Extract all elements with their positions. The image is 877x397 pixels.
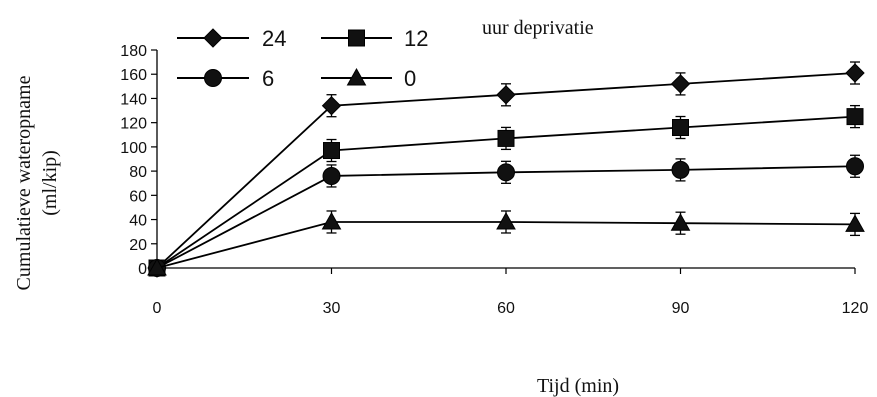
y-tick-label: 160 <box>120 67 147 84</box>
x-tick-label: 120 <box>842 300 869 317</box>
x-axis-label: Tijd (min) <box>537 375 619 397</box>
legend-item-24: 24 <box>177 26 286 51</box>
data-point <box>672 119 689 137</box>
y-tick-label: 60 <box>129 188 147 205</box>
legend-label: 12 <box>404 26 428 51</box>
y-axis-label-line2: (ml/kip) <box>39 150 61 216</box>
data-point <box>671 160 690 179</box>
data-point <box>323 142 340 160</box>
data-point <box>496 85 516 105</box>
x-tick-label: 60 <box>497 300 515 317</box>
data-point <box>497 163 515 182</box>
y-tick-label: 20 <box>129 237 147 254</box>
legend-marker <box>346 67 367 86</box>
data-point <box>496 211 516 230</box>
data-point <box>497 129 515 147</box>
y-tick-label: 180 <box>120 43 147 60</box>
legend-label: 24 <box>262 26 286 51</box>
y-tick-label: 0 <box>138 261 147 278</box>
y-tick-label: 100 <box>120 140 147 157</box>
legend-label: 6 <box>262 66 274 91</box>
y-tick-label: 120 <box>120 116 147 133</box>
x-tick-label: 90 <box>672 300 690 317</box>
y-tick-label: 80 <box>129 164 147 181</box>
x-tick-label: 0 <box>153 300 162 317</box>
data-point <box>147 257 167 276</box>
data-point <box>670 74 691 94</box>
series-12 <box>148 104 864 277</box>
data-point <box>845 214 865 232</box>
data-point <box>322 166 341 185</box>
data-point <box>321 96 342 116</box>
legend-label: 0 <box>404 66 416 91</box>
series-0 <box>147 210 865 276</box>
data-point <box>670 213 691 231</box>
series-24 <box>147 61 865 278</box>
legend-item-12: 12 <box>321 26 428 51</box>
legend-marker <box>204 69 222 87</box>
y-tick-label: 140 <box>120 91 147 108</box>
legend-title: uur deprivatie <box>482 17 594 39</box>
series-layer <box>147 61 865 278</box>
legend-marker <box>203 28 223 48</box>
data-point <box>846 157 864 176</box>
data-point <box>845 63 865 83</box>
legend: 24 12 6 0 <box>177 26 428 91</box>
data-point <box>321 211 342 230</box>
y-tick-label: 40 <box>129 213 147 230</box>
x-tick-label: 30 <box>323 300 341 317</box>
legend-item-6: 6 <box>177 66 274 91</box>
legend-item-0: 0 <box>321 66 416 91</box>
legend-marker <box>348 29 365 47</box>
data-point <box>846 108 864 126</box>
y-axis-label-line1: Cumulatieve wateropname <box>13 75 35 290</box>
